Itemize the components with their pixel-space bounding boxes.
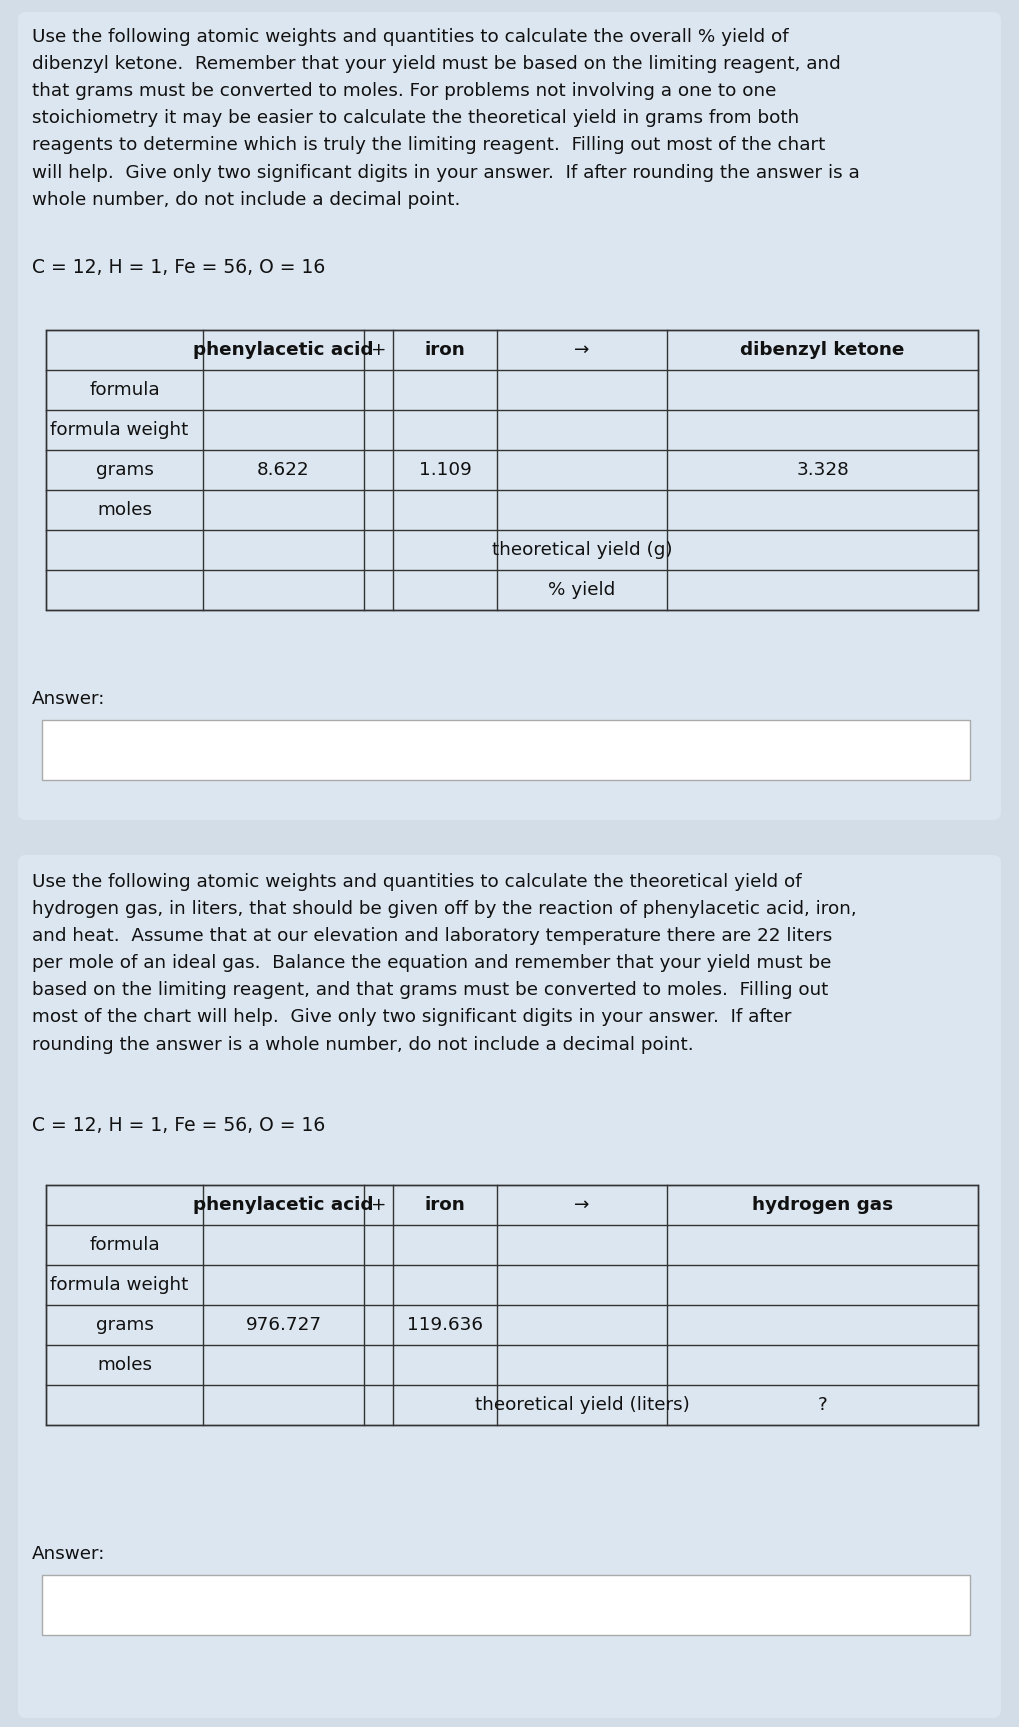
Text: grams: grams bbox=[96, 1316, 154, 1333]
Text: iron: iron bbox=[425, 340, 466, 359]
Text: Answer:: Answer: bbox=[32, 1546, 105, 1563]
Text: 3.328: 3.328 bbox=[796, 461, 849, 478]
Text: moles: moles bbox=[97, 1356, 152, 1375]
Bar bbox=[42, 720, 970, 781]
Text: phenylacetic acid: phenylacetic acid bbox=[194, 1197, 374, 1214]
Text: +: + bbox=[371, 340, 386, 359]
Text: Use the following atomic weights and quantities to calculate the theoretical yie: Use the following atomic weights and qua… bbox=[32, 874, 857, 1053]
Text: 1.109: 1.109 bbox=[419, 461, 472, 478]
Bar bbox=[46, 1185, 978, 1425]
Text: +: + bbox=[371, 1197, 386, 1214]
Text: 976.727: 976.727 bbox=[246, 1316, 322, 1333]
Text: phenylacetic acid: phenylacetic acid bbox=[194, 340, 374, 359]
Text: formula weight: formula weight bbox=[50, 1276, 189, 1294]
Text: 119.636: 119.636 bbox=[407, 1316, 483, 1333]
Text: formula: formula bbox=[90, 382, 160, 399]
Text: theoretical yield (liters): theoretical yield (liters) bbox=[475, 1395, 690, 1414]
Text: formula weight: formula weight bbox=[50, 421, 189, 439]
Text: theoretical yield (g): theoretical yield (g) bbox=[492, 541, 673, 560]
Text: C = 12, H = 1, Fe = 56, O = 16: C = 12, H = 1, Fe = 56, O = 16 bbox=[32, 257, 325, 276]
Text: hydrogen gas: hydrogen gas bbox=[752, 1197, 893, 1214]
Text: % yield: % yield bbox=[548, 580, 615, 599]
Text: 8.622: 8.622 bbox=[257, 461, 310, 478]
FancyBboxPatch shape bbox=[18, 12, 1001, 820]
Text: Answer:: Answer: bbox=[32, 691, 105, 708]
Text: C = 12, H = 1, Fe = 56, O = 16: C = 12, H = 1, Fe = 56, O = 16 bbox=[32, 1116, 325, 1135]
FancyBboxPatch shape bbox=[18, 855, 1001, 1718]
Text: formula: formula bbox=[90, 1237, 160, 1254]
Bar bbox=[46, 330, 978, 610]
Text: dibenzyl ketone: dibenzyl ketone bbox=[741, 340, 905, 359]
Text: Use the following atomic weights and quantities to calculate the overall % yield: Use the following atomic weights and qua… bbox=[32, 28, 860, 209]
Text: →: → bbox=[575, 1197, 590, 1214]
Text: moles: moles bbox=[97, 501, 152, 520]
Bar bbox=[42, 1575, 970, 1635]
Text: ?: ? bbox=[817, 1395, 827, 1414]
Text: grams: grams bbox=[96, 461, 154, 478]
Text: iron: iron bbox=[425, 1197, 466, 1214]
Text: →: → bbox=[575, 340, 590, 359]
